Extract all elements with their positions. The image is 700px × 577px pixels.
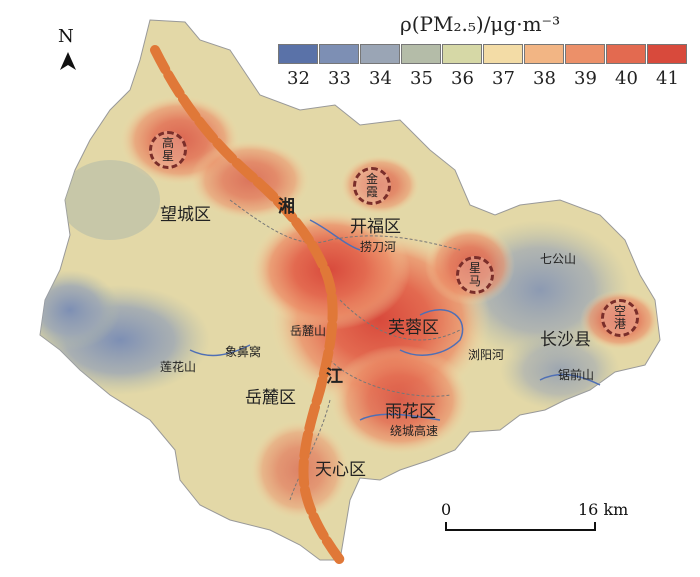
hotspot-label: 星	[161, 149, 174, 163]
scale-bar	[445, 522, 596, 531]
hotspot-label: 金	[365, 172, 378, 186]
legend-tick-label: 33	[328, 68, 351, 89]
legend-swatch	[442, 44, 482, 64]
legend-tick-label: 39	[574, 68, 597, 89]
legend-swatch	[401, 44, 441, 64]
rivers	[189, 219, 601, 421]
hotspot-jinxia: 金霞	[353, 167, 391, 205]
legend-tick-label: 36	[451, 68, 474, 89]
legend-tick-label: 38	[533, 68, 556, 89]
scale-start-label: 0	[441, 500, 452, 519]
label-changsha-county: 长沙县	[540, 330, 591, 350]
hotspot-xingma: 星马	[456, 256, 494, 294]
legend-swatch	[483, 44, 523, 64]
label-laodao-river: 捞刀河	[360, 240, 397, 254]
hotspot-label: 马	[468, 274, 481, 288]
hotspot-label: 星	[468, 261, 481, 275]
district-boundaries	[229, 199, 461, 501]
legend-swatch	[524, 44, 564, 64]
legend-tick-label: 40	[615, 68, 638, 89]
label-xiang: 湘	[278, 197, 295, 217]
north-label: N	[58, 26, 74, 47]
legend-tick-label: 37	[492, 68, 515, 89]
label-yuelu: 岳麓区	[245, 388, 296, 408]
legend-swatch	[565, 44, 605, 64]
legend-title: ρ(PM₂.₅)/μg·m⁻³	[400, 12, 561, 36]
hotspot-label: 霞	[365, 185, 378, 199]
label-lianhua-mountain: 莲花山	[160, 360, 197, 374]
label-ring-expressway: 绕城高速	[390, 424, 439, 438]
north-arrow	[60, 52, 76, 70]
legend-tick-label: 32	[287, 68, 310, 89]
legend-swatches	[278, 44, 688, 64]
legend-swatch	[360, 44, 400, 64]
label-qigong-mountain: 七公山	[540, 252, 577, 266]
label-juqian-mountain: 锯前山	[558, 368, 595, 382]
hotspot-label: 空	[613, 304, 626, 318]
legend-tick-label: 41	[656, 68, 679, 89]
label-furong: 芙蓉区	[388, 318, 439, 338]
label-wangcheng: 望城区	[160, 205, 211, 225]
label-tianxin: 天心区	[315, 460, 366, 480]
legend-tick-label: 34	[369, 68, 392, 89]
label-xiangbiwo: 象鼻窝	[225, 345, 262, 359]
legend-tick-label: 35	[410, 68, 433, 89]
hotspot-label: 港	[613, 317, 626, 331]
hotspot-gaoxing: 高星	[149, 131, 187, 169]
scale-end-label: 16 km	[578, 500, 629, 519]
label-yuhua: 雨花区	[385, 402, 436, 422]
label-kaifu: 开福区	[350, 217, 401, 237]
label-yuelu-mountain: 岳麓山	[290, 324, 327, 338]
label-jiang: 江	[326, 367, 343, 387]
legend-swatch	[278, 44, 318, 64]
legend-swatch	[319, 44, 359, 64]
legend-swatch	[606, 44, 646, 64]
legend-swatch	[647, 44, 687, 64]
hotspot-label: 高	[161, 136, 174, 150]
legend-tick-labels: 32 33 34 35 36 37 38 39 40 41	[278, 68, 688, 89]
label-liuyang-river: 浏阳河	[468, 348, 505, 362]
xiang-river	[150, 45, 345, 565]
hotspot-konggang: 空港	[601, 299, 639, 337]
